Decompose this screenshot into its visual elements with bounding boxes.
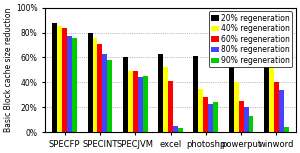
Bar (102, 54, 107, 132)
Bar (203, 97, 208, 132)
Bar (88, 33, 92, 132)
Bar (213, 102, 218, 132)
Bar (274, 82, 279, 132)
Bar (57, 26, 62, 132)
Bar (123, 58, 128, 132)
Bar (133, 71, 138, 132)
Bar (269, 64, 274, 132)
Legend: 20% regeneration, 40% regeneration, 60% regeneration, 80% regeneration, 90% rege: 20% regeneration, 40% regeneration, 60% … (208, 11, 292, 67)
Bar (238, 101, 244, 132)
Bar (248, 116, 253, 132)
Bar (194, 56, 198, 132)
Bar (62, 28, 67, 132)
Bar (168, 81, 173, 132)
Bar (107, 60, 112, 132)
Bar (229, 55, 234, 132)
Y-axis label: Basic Block cache size reduction: Basic Block cache size reduction (4, 8, 13, 132)
Bar (244, 107, 248, 132)
Bar (158, 54, 163, 132)
Bar (198, 89, 203, 132)
Bar (138, 77, 142, 132)
Bar (178, 129, 183, 132)
Bar (72, 37, 77, 132)
Bar (284, 127, 289, 132)
Bar (98, 44, 102, 132)
Bar (52, 23, 57, 132)
Bar (208, 104, 213, 132)
Bar (67, 36, 72, 132)
Bar (128, 71, 133, 132)
Bar (234, 82, 239, 132)
Bar (279, 90, 284, 132)
Bar (92, 37, 98, 132)
Bar (264, 41, 269, 132)
Bar (173, 126, 178, 132)
Bar (163, 67, 168, 132)
Bar (142, 76, 148, 132)
